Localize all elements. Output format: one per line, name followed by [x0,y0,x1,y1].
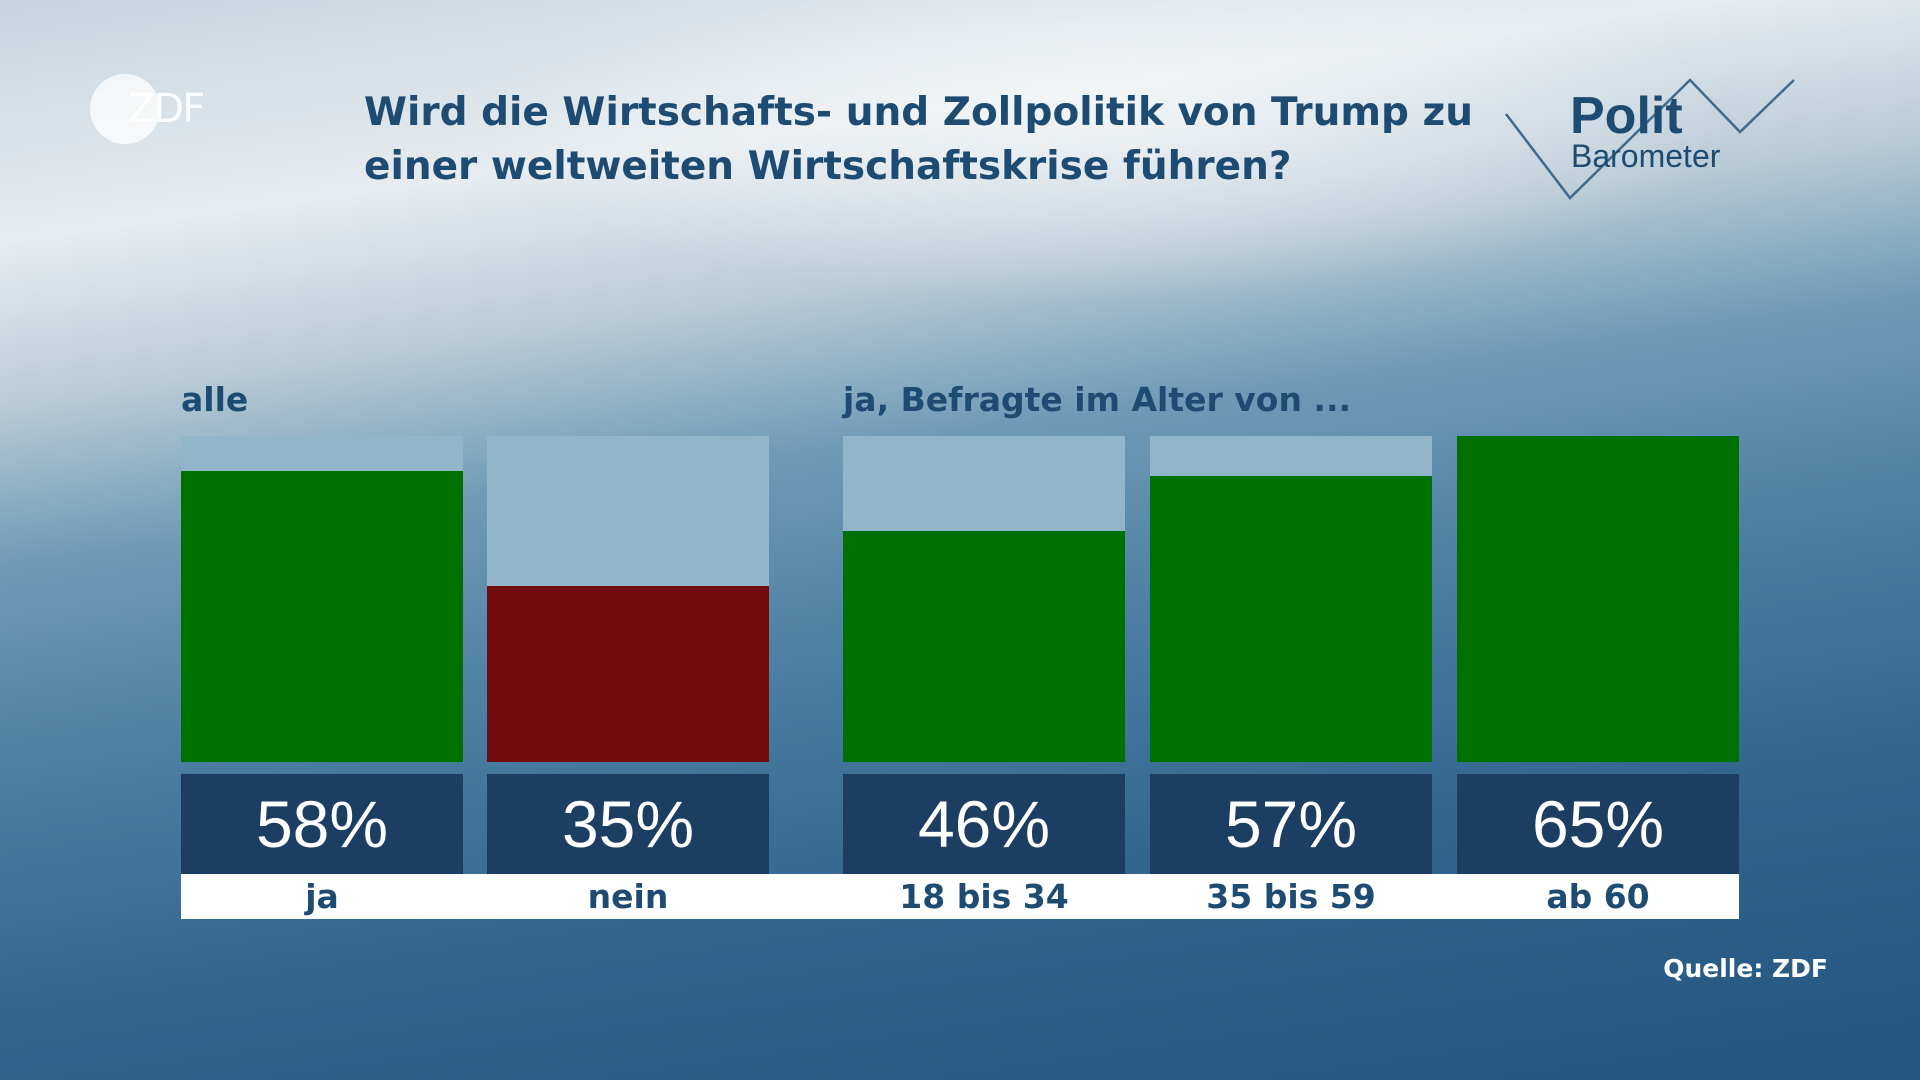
bar-fill [1150,476,1432,762]
barometer-logo-word: Barometer [1571,138,1721,174]
bar-track [1457,436,1739,762]
bar-value-label: 35% [487,774,769,874]
category-label: ab 60 [1546,877,1650,916]
politbarometer-line-icon [1505,78,1795,200]
bar-track [1150,436,1432,762]
bar-value-label: 46% [843,774,1125,874]
chart-title: Wird die Wirtschafts- und Zollpolitik vo… [364,90,1473,189]
bar-value-label: 65% [1457,774,1739,874]
group-label-all: alle [181,380,249,419]
bar-track [843,436,1125,762]
category-label: 35 bis 59 [1206,877,1376,916]
bar-column: 58% [181,436,463,874]
category-label: nein [587,877,669,916]
background-glow [0,0,1920,420]
zdf-logo-circle [90,74,160,144]
category-label: 18 bis 34 [899,877,1069,916]
zdf-logo: ZDF [90,74,220,146]
bar-fill [1457,436,1739,762]
bar-value-label: 57% [1150,774,1432,874]
bar-value-label: 58% [181,774,463,874]
group-label-age: ja, Befragte im Alter von ... [843,380,1352,419]
source-note: Quelle: ZDF [1663,954,1828,983]
bar-column: 65% [1457,436,1739,874]
bar-fill [181,471,463,762]
zdf-logo-text: ZDF [128,86,205,132]
bar-column: 57% [1150,436,1432,874]
polit-logo-word: Polit [1570,87,1683,145]
category-label: ja [305,877,339,916]
bar-track [181,436,463,762]
category-label-strip [181,874,1739,919]
bar-track [487,436,769,762]
bar-fill [843,531,1125,762]
bar-column: 35% [487,436,769,874]
bar-fill [487,586,769,762]
politbarometer-logo: Polit Barometer [1500,74,1800,204]
bar-column: 46% [843,436,1125,874]
